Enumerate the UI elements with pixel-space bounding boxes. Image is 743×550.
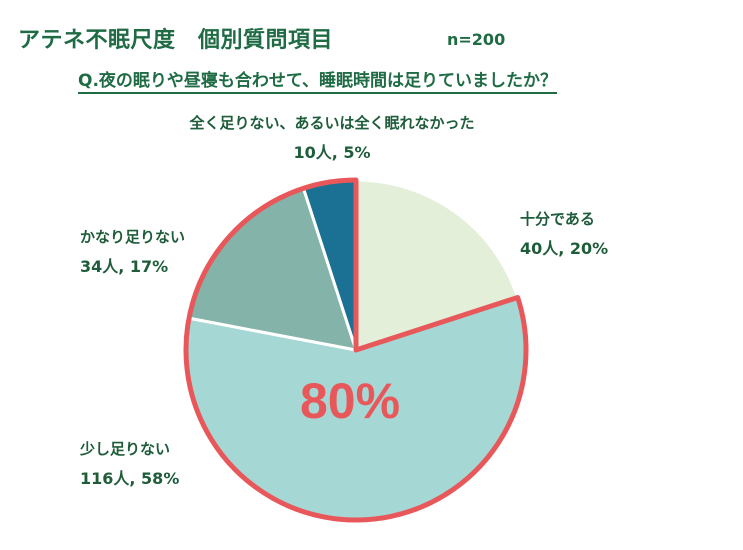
- slice-label-quite-insufficient: かなり足りない 34人, 17%: [80, 222, 185, 282]
- slice-value-none: 10人, 5%: [293, 143, 371, 162]
- slice-name-slightly-insufficient: 少し足りない: [80, 440, 171, 458]
- slice-label-none: 全く足りない、あるいは全く眠れなかった 10人, 5%: [182, 108, 482, 168]
- pie-slice-sufficient: [354, 178, 520, 353]
- chart-title: アテネ不眠尺度 個別質問項目: [18, 28, 334, 53]
- sample-size-label: n=200: [447, 30, 506, 49]
- slice-name-quite-insufficient: かなり足りない: [80, 228, 186, 246]
- slice-label-slightly-insufficient: 少し足りない 116人, 58%: [80, 434, 179, 494]
- slice-value-sufficient: 40人, 20%: [520, 239, 609, 258]
- highlight-outline: [183, 177, 529, 523]
- slice-name-sufficient: 十分である: [520, 210, 595, 228]
- highlight-percent-label: 80%: [300, 373, 400, 429]
- slice-label-sufficient: 十分である 40人, 20%: [520, 204, 608, 264]
- slice-value-quite-insufficient: 34人, 17%: [80, 257, 169, 276]
- slice-name-none: 全く足りない、あるいは全く眠れなかった: [189, 114, 475, 132]
- slice-value-slightly-insufficient: 116人, 58%: [80, 469, 180, 488]
- question-text: Q.夜の眠りや昼寝も合わせて、睡眠時間は足りていましたか？: [78, 66, 558, 94]
